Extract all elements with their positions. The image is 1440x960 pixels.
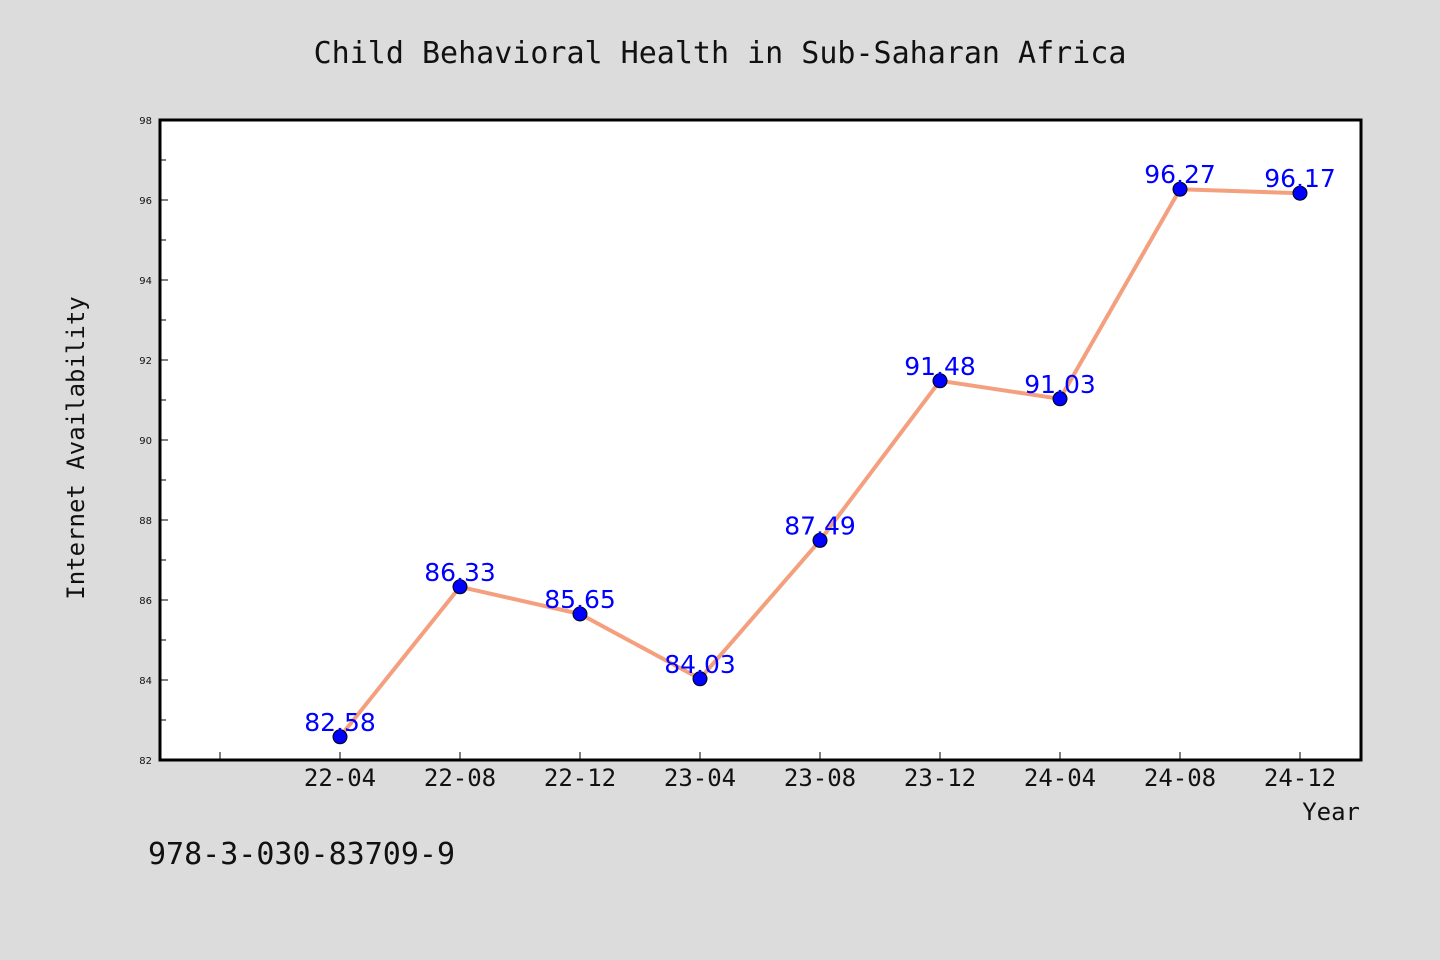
x-tick-label: 22-12 bbox=[544, 764, 616, 792]
y-tick-label: 88 bbox=[139, 516, 152, 527]
y-tick-label: 84 bbox=[139, 676, 152, 687]
data-label: 91.48 bbox=[904, 352, 976, 381]
y-tick-label: 98 bbox=[139, 116, 152, 127]
y-tick-label: 86 bbox=[139, 596, 152, 607]
y-axis-label: Internet Availability bbox=[62, 296, 90, 599]
data-point bbox=[812, 532, 828, 548]
data-point bbox=[452, 579, 468, 595]
data-label: 91.03 bbox=[1024, 370, 1096, 399]
data-label: 87.49 bbox=[784, 511, 856, 540]
x-axis: 22-04 22-08 22-12 23-04 23-08 23-12 24-04 24-08… bbox=[219, 752, 1336, 792]
data-label: 84.03 bbox=[664, 650, 736, 679]
x-tick-label: 23-04 bbox=[664, 764, 736, 792]
y-tick-label: 90 bbox=[139, 436, 152, 447]
y-tick-label: 82 bbox=[139, 756, 152, 767]
x-tick-label: 22-08 bbox=[424, 764, 496, 792]
data-label: 82.58 bbox=[304, 708, 376, 737]
data-label: 86.33 bbox=[424, 558, 496, 587]
x-tick-label: 24-08 bbox=[1144, 764, 1216, 792]
data-label: 85.65 bbox=[544, 585, 616, 614]
x-tick-label: 23-12 bbox=[904, 764, 976, 792]
data-point bbox=[572, 606, 588, 622]
x-tick-label: 24-12 bbox=[1264, 764, 1336, 792]
data-label: 96.27 bbox=[1144, 160, 1216, 189]
x-tick-label: 23-08 bbox=[784, 764, 856, 792]
data-point bbox=[932, 373, 948, 389]
y-tick-label: 94 bbox=[139, 276, 152, 287]
data-point bbox=[332, 729, 348, 745]
data-point bbox=[1172, 181, 1188, 197]
y-tick-label: 96 bbox=[139, 196, 152, 207]
series-group: 82.58 86.33 85.65 84.03 87.49 91.48 91.03 96.27… bbox=[304, 160, 1336, 745]
y-tick-label: 92 bbox=[139, 356, 152, 367]
data-point bbox=[1292, 185, 1308, 201]
chart-title: Child Behavioral Health in Sub-Saharan A… bbox=[314, 36, 1127, 71]
data-point bbox=[1052, 391, 1068, 407]
x-tick-label: 24-04 bbox=[1024, 764, 1096, 792]
data-point bbox=[692, 671, 708, 687]
isbn-annotation: 978-3-030-83709-9 bbox=[148, 837, 455, 872]
data-label: 96.17 bbox=[1264, 164, 1336, 193]
x-axis-label: Year bbox=[1302, 798, 1360, 826]
plot-area bbox=[158, 118, 1363, 762]
x-tick-label: 22-04 bbox=[304, 764, 376, 792]
y-axis: 82 84 86 88 90 92 94 96 98 bbox=[139, 116, 168, 767]
